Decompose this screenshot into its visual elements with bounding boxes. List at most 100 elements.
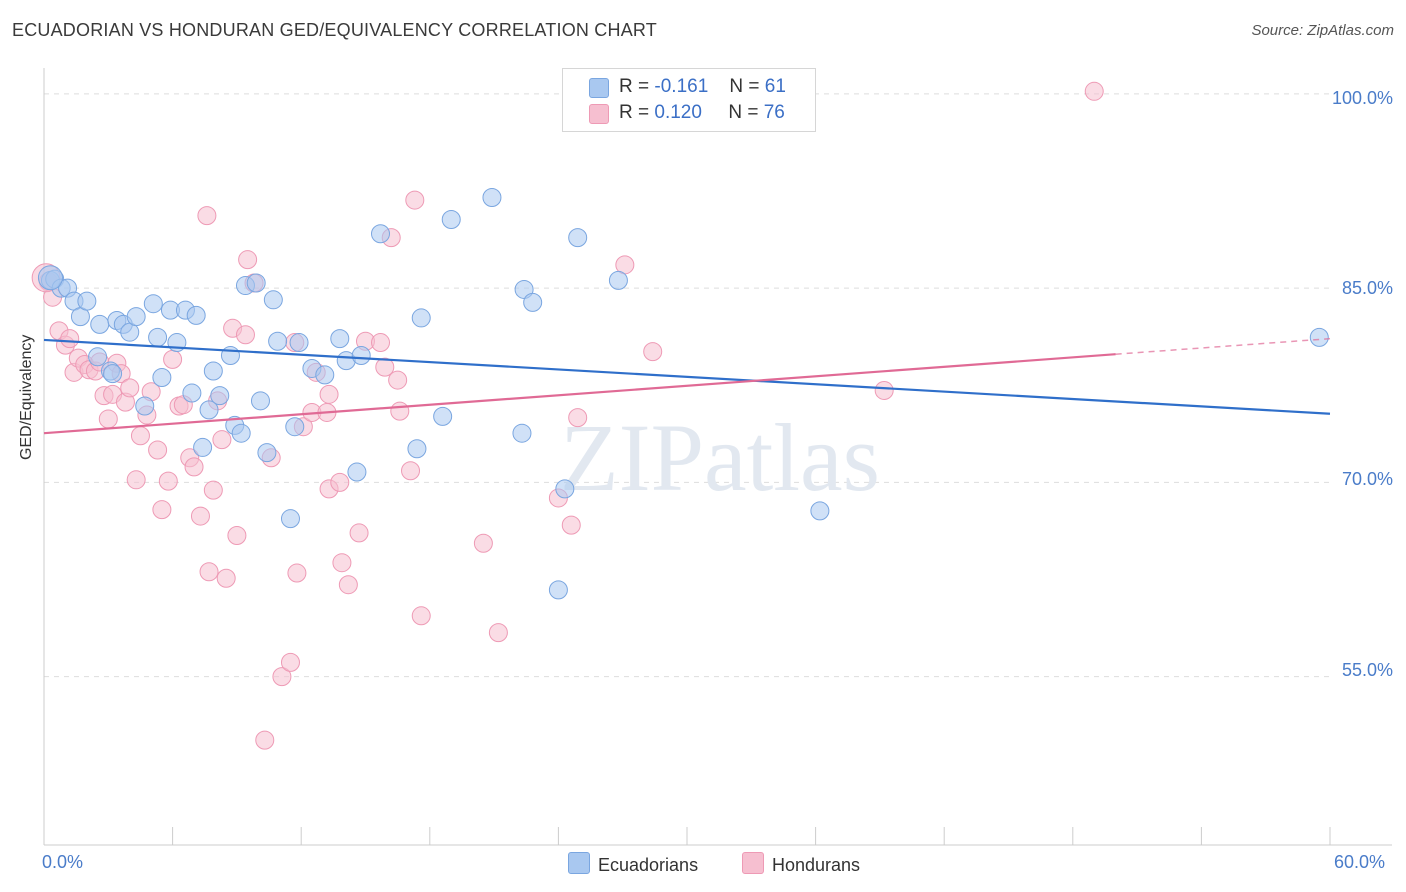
correlation-legend: R = -0.161 N = 61 R = 0.120 N = 76 — [562, 68, 816, 132]
scatter-point — [315, 365, 335, 385]
scatter-point — [272, 667, 292, 687]
scatter-point — [143, 294, 163, 314]
scatter-point — [405, 190, 425, 210]
scatter-point — [319, 384, 339, 404]
legend-r-label: R = — [619, 102, 650, 123]
scatter-point — [152, 368, 172, 388]
scatter-point — [287, 563, 307, 583]
scatter-point — [555, 479, 575, 499]
scatter-point — [338, 575, 358, 595]
scatter-point — [193, 437, 213, 457]
scatter-point — [246, 273, 266, 293]
watermark: ZIPatlas — [560, 404, 880, 511]
scatter-point — [197, 206, 217, 226]
y-tick-label: 85.0% — [1341, 278, 1393, 298]
legend-label-hondurans: Hondurans — [772, 855, 861, 875]
source-label: Source: ZipAtlas.com — [1251, 22, 1394, 39]
scatter-point — [332, 553, 352, 573]
legend-swatch-pink — [742, 852, 764, 874]
scatter-point — [561, 515, 581, 535]
scatter-point — [90, 314, 110, 334]
scatter-point — [268, 331, 288, 351]
legend-r-value: 0.120 — [654, 102, 702, 123]
scatter-point — [126, 470, 146, 490]
legend-item-hondurans: Hondurans — [742, 852, 860, 876]
scatter-point — [255, 730, 275, 750]
trend-lines — [43, 337, 1331, 435]
scatter-point — [257, 443, 277, 463]
x-tick-label-min: 0.0% — [42, 852, 84, 872]
scatter-point — [263, 290, 283, 310]
scatter-point — [473, 533, 493, 553]
scatter-point — [330, 472, 350, 492]
legend-swatch-blue — [589, 78, 609, 98]
scatter-point — [874, 380, 894, 400]
scatter-point — [330, 329, 350, 349]
scatter-point — [285, 417, 305, 437]
scatter-point — [158, 471, 178, 491]
scatter-point — [433, 406, 453, 426]
scatter-point — [280, 509, 300, 529]
scatter-point — [186, 305, 206, 325]
y-tick-label: 70.0% — [1341, 469, 1393, 489]
scatter-point — [401, 461, 421, 481]
y-tick-label: 100.0% — [1331, 88, 1393, 108]
scatter-point — [77, 291, 97, 311]
legend-n-label: N = — [728, 102, 759, 123]
legend-item-ecuadorians: Ecuadorians — [568, 852, 698, 876]
legend-n-value: 76 — [763, 102, 785, 123]
scatter-point — [163, 349, 183, 369]
legend-r-label: R = — [619, 76, 650, 97]
scatter-point — [199, 400, 219, 420]
scatter-point — [126, 307, 146, 327]
scatter-point — [227, 525, 247, 545]
scatter-point — [289, 333, 309, 353]
scatter-point — [216, 568, 236, 588]
scatter-point — [390, 401, 410, 421]
legend-n-value: 61 — [764, 76, 786, 97]
scatter-point — [280, 652, 300, 672]
hondurans-trend-extension — [1115, 337, 1331, 355]
scatter-point — [643, 342, 663, 362]
scatter-point — [388, 370, 408, 390]
legend-n-label: N = — [729, 76, 760, 97]
scatter-point — [407, 439, 427, 459]
scatter-point — [148, 327, 168, 347]
scatter-point — [351, 345, 371, 365]
scatter-point — [135, 396, 155, 416]
y-axis-label: GED/Equivalency — [18, 334, 35, 460]
scatter-point — [210, 386, 230, 406]
ecuadorians-points — [37, 188, 1329, 600]
scatter-point — [568, 228, 588, 248]
scatter-point — [411, 308, 431, 328]
scatter-point-cluster — [37, 265, 63, 291]
scatter-point — [568, 408, 588, 428]
legend-r-value: -0.161 — [654, 76, 709, 97]
scatter-point — [199, 562, 219, 582]
legend-swatch-pink — [589, 104, 609, 124]
legend-label-ecuadorians: Ecuadorians — [598, 855, 699, 875]
scatter-point — [182, 383, 202, 403]
scatter-point — [152, 500, 172, 520]
scatter-point — [190, 506, 210, 526]
scatter-point — [1309, 327, 1329, 347]
hondurans-trend-line — [43, 353, 1116, 435]
scatter-point — [148, 440, 168, 460]
scatter-point — [231, 423, 251, 443]
scatter-point — [60, 329, 80, 349]
scatter-point — [548, 580, 568, 600]
ecuadorians-trend-line — [43, 338, 1331, 415]
x-tick-label-max: 60.0% — [1334, 852, 1386, 872]
legend-swatch-blue — [568, 852, 590, 874]
scatter-point — [120, 378, 140, 398]
scatter-point — [608, 270, 628, 290]
scatter-point — [103, 364, 123, 384]
scatter-point — [375, 357, 395, 377]
scatter-point — [98, 409, 118, 429]
scatter-point — [347, 462, 367, 482]
scatter-point — [235, 325, 255, 345]
scatter-point — [130, 426, 150, 446]
scatter-point — [88, 347, 108, 367]
scatter-point — [810, 501, 830, 521]
